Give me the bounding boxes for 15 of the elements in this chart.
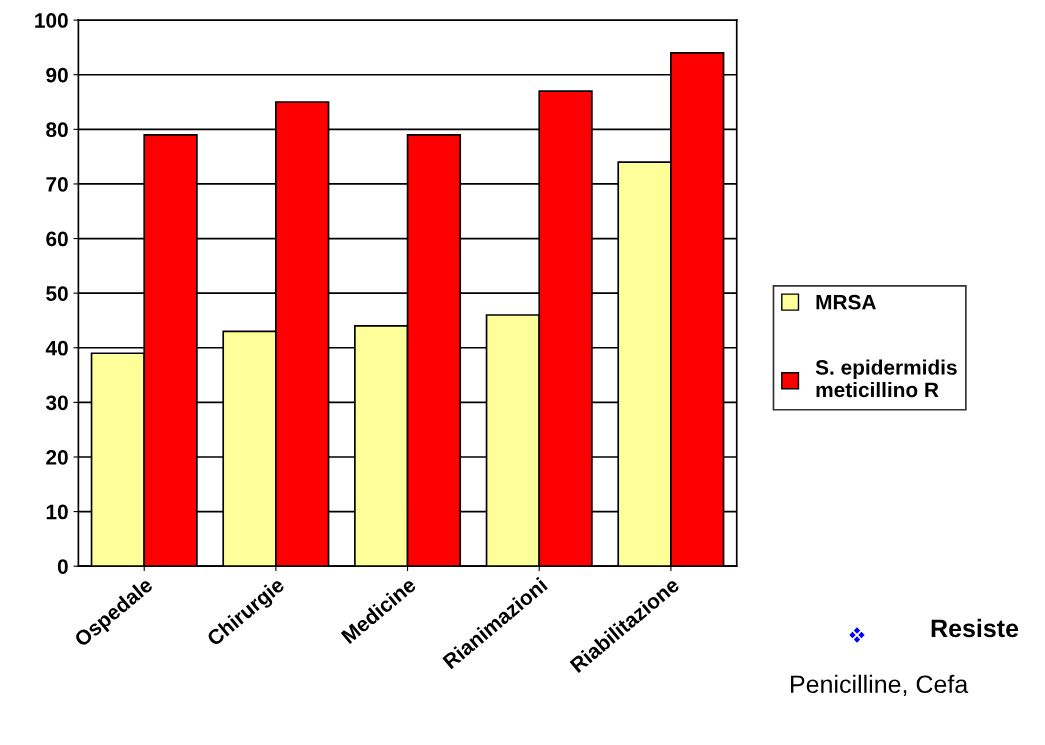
legend-label: S. epidermidis meticillino R <box>815 359 957 398</box>
legend-label: MRSA <box>816 294 876 310</box>
y-tick-label: 100 <box>35 13 68 28</box>
y-tick-label: 0 <box>57 559 68 574</box>
y-tick-label: 30 <box>45 395 68 411</box>
y-tick-label: 70 <box>46 176 68 192</box>
y-tick-label: 80 <box>46 122 68 138</box>
y-tick-label: 60 <box>46 231 68 247</box>
text: Resiste <box>931 618 1019 638</box>
y-tick-label: 40 <box>45 340 68 356</box>
y-tick-label: 50 <box>46 286 68 301</box>
y-tick-label: 20 <box>46 449 68 465</box>
y-tick-label: 10 <box>46 504 68 520</box>
text: Penicilline, Cefa <box>791 674 969 697</box>
y-tick-label: 90 <box>46 67 68 83</box>
